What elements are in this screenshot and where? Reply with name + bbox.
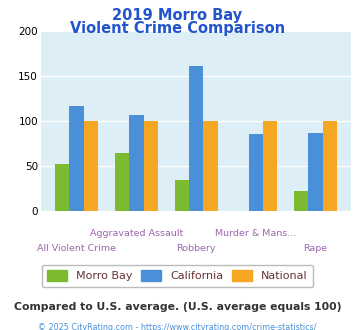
Text: Rape: Rape <box>304 244 328 253</box>
Bar <box>249 134 263 211</box>
Text: Murder & Mans...: Murder & Mans... <box>215 229 296 238</box>
Text: Compared to U.S. average. (U.S. average equals 100): Compared to U.S. average. (U.S. average … <box>14 302 341 312</box>
Text: Robbery: Robbery <box>176 244 216 253</box>
Bar <box>143 121 158 211</box>
Bar <box>175 180 189 211</box>
Bar <box>129 115 143 211</box>
Bar <box>70 106 84 211</box>
Text: All Violent Crime: All Violent Crime <box>37 244 116 253</box>
Bar <box>115 153 129 211</box>
Bar <box>294 191 308 211</box>
Legend: Morro Bay, California, National: Morro Bay, California, National <box>42 265 313 287</box>
Bar <box>263 121 277 211</box>
Text: Violent Crime Comparison: Violent Crime Comparison <box>70 21 285 36</box>
Text: Aggravated Assault: Aggravated Assault <box>90 229 183 238</box>
Text: © 2025 CityRating.com - https://www.cityrating.com/crime-statistics/: © 2025 CityRating.com - https://www.city… <box>38 323 317 330</box>
Bar <box>308 133 323 211</box>
Bar <box>323 121 337 211</box>
Bar <box>189 66 203 211</box>
Bar <box>84 121 98 211</box>
Text: 2019 Morro Bay: 2019 Morro Bay <box>113 8 242 23</box>
Bar <box>55 164 70 211</box>
Bar <box>203 121 218 211</box>
